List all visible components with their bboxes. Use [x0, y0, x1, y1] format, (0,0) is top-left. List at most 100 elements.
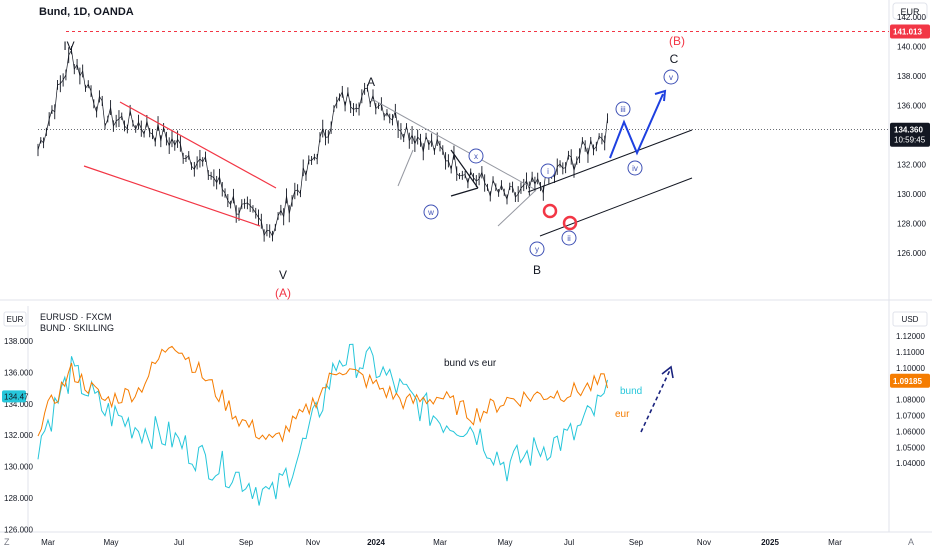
time-label: 2024 [367, 538, 385, 547]
channel-b-upper [527, 129, 693, 193]
legend-bund: BUND · SKILLING [40, 323, 114, 333]
wave-label-b_red: (B) [669, 34, 685, 48]
z-icon[interactable]: Z [4, 537, 10, 547]
channel-a-tick [397, 149, 414, 187]
wave-label-c: C [670, 52, 679, 66]
wave-circle-w [423, 204, 439, 220]
y-tick-label: 142.000 [897, 13, 926, 22]
time-label: Sep [239, 538, 254, 547]
left-last-tag [2, 390, 26, 403]
bottom-y-axes: 138.000 136.000 134.000 132.000 130.000 128.0… [2, 332, 930, 534]
wave-label-i: i [547, 167, 549, 176]
symbol-title: Bund, 1D, OANDA [39, 6, 134, 18]
right-currency-label: USD [902, 315, 919, 324]
resistance-price-tag [890, 24, 930, 39]
price-line [37, 49, 608, 237]
wave-label-y: y [535, 245, 539, 254]
time-label: Nov [697, 538, 711, 547]
left-tick-label: 136.000 [4, 368, 33, 377]
forecast-arrowhead [654, 89, 667, 102]
right-last-label: 1.09185 [893, 377, 922, 386]
wave-label-v_small: v [669, 73, 673, 82]
time-label: May [497, 538, 512, 547]
arrowhead-bottom [661, 365, 674, 379]
last-price-tag [890, 122, 930, 147]
time-label: Mar [433, 538, 447, 547]
resistance-price-label: 141.013 [893, 28, 922, 37]
wave-label-iv_small: iv [632, 164, 638, 173]
wave-label-iii: iii [620, 105, 626, 114]
left-tick-label: 134.000 [4, 400, 33, 409]
y-tick-label: 138.000 [897, 72, 926, 81]
right-tick-label: 1.10000 [896, 364, 925, 373]
left-last-label: 134.47 [4, 392, 29, 401]
last-price-label: 134.360 [894, 126, 923, 135]
left-currency-label: EUR [7, 315, 24, 324]
y-tick-label: 128.000 [897, 220, 926, 229]
left-tick-label: 130.000 [4, 463, 33, 472]
channel-a-upper [371, 98, 537, 191]
left-tick-label: 126.000 [4, 525, 33, 534]
y-tick-label: 126.000 [897, 249, 926, 258]
annotation-bund-vs-eur: bund vs eur [444, 358, 497, 369]
wave-circle-x [468, 148, 484, 164]
auto-scale-icon[interactable]: A [908, 537, 914, 547]
right-tick-label: 1.08000 [896, 396, 925, 405]
bund-line [37, 343, 608, 506]
time-label: Jul [174, 538, 184, 547]
highlight-circle-2 [562, 215, 578, 231]
eur-series-label: eur [615, 409, 630, 420]
time-axis: Mar May Jul Sep Nov 2024 Mar May Jul Sep Nov 2025 Ma… [41, 538, 842, 547]
wave-label-b: B [533, 263, 541, 277]
right-tick-label: 1.11000 [896, 348, 925, 357]
forecast-path [609, 93, 664, 159]
wave-label-x: x [474, 152, 478, 161]
countdown-label: 10:59:45 [894, 136, 926, 145]
wave-label-ii: ii [567, 234, 571, 243]
wave-circle-y [529, 241, 545, 257]
eur-line [37, 345, 608, 443]
right-tick-label: 1.07000 [896, 412, 925, 421]
time-label: Mar [41, 538, 55, 547]
wave-label-iv: IV [63, 39, 74, 53]
wedge-lower [83, 165, 261, 227]
y-tick-label: 140.000 [897, 43, 926, 52]
time-label: 2025 [761, 538, 779, 547]
right-tick-label: 1.04000 [896, 459, 925, 468]
currency-label: EUR [900, 7, 920, 17]
wave-label-a: A [367, 75, 375, 89]
right-last-tag [890, 373, 930, 388]
right-tick-label: 1.12000 [896, 332, 925, 341]
bund-price-series [37, 46, 608, 242]
time-label: Jul [564, 538, 574, 547]
wave-circle-iii [615, 101, 631, 117]
wave-label-w: w [427, 208, 434, 217]
triangle-upper [450, 149, 479, 189]
wave-circle-i [540, 163, 556, 179]
triangle-lower [450, 187, 479, 197]
bund-series-label: bund [620, 386, 642, 397]
legend-eurusd: EURUSD · FXCM [40, 312, 112, 322]
wedge-upper [119, 101, 277, 189]
wave-circle-ii [561, 230, 577, 246]
y-tick-label: 136.000 [897, 102, 926, 111]
comparison-series [37, 343, 608, 506]
left-tick-label: 132.000 [4, 431, 33, 440]
currency-button[interactable] [892, 2, 928, 20]
left-tick-label: 138.000 [4, 337, 33, 346]
forecast-arrow-bottom [640, 369, 671, 433]
highlight-circle-1 [542, 203, 558, 219]
y-tick-label: 130.000 [897, 190, 926, 199]
wave-label-a_red: (A) [275, 286, 291, 300]
time-label: May [103, 538, 118, 547]
y-tick-label: 132.000 [897, 161, 926, 170]
right-tick-label: 1.06000 [896, 427, 925, 436]
wave-circle-v_small [663, 69, 679, 85]
time-label: Nov [306, 538, 320, 547]
wave-circle-iv_small [627, 160, 643, 176]
wave-label-v: V [279, 268, 287, 282]
left-tick-label: 128.000 [4, 494, 33, 503]
